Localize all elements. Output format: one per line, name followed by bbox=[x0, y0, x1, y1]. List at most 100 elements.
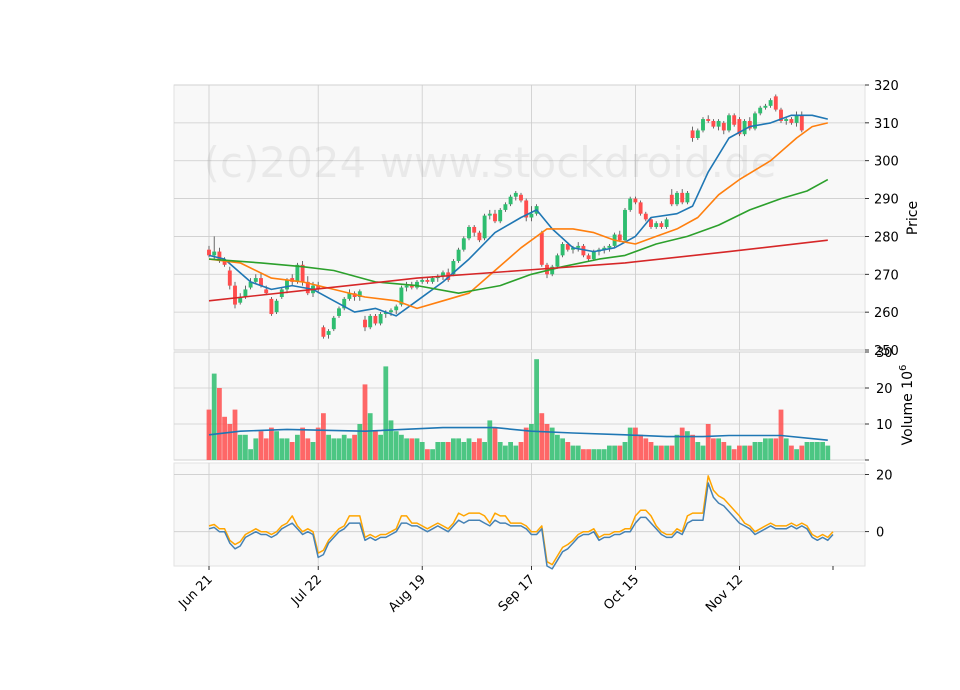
candle-body bbox=[420, 279, 425, 282]
price-tick-label: 310 bbox=[874, 117, 899, 132]
volume-bar bbox=[763, 438, 768, 460]
volume-bar bbox=[783, 438, 789, 460]
candle-body bbox=[342, 298, 347, 309]
candle-body bbox=[363, 319, 367, 328]
candle-body bbox=[243, 289, 248, 297]
candle-body bbox=[430, 278, 435, 282]
candle-body bbox=[451, 261, 456, 275]
candle-body bbox=[316, 285, 321, 290]
price-tick-label: 270 bbox=[874, 268, 899, 283]
candle-body bbox=[773, 96, 778, 110]
volume-bar bbox=[331, 438, 337, 460]
candle-body bbox=[716, 120, 721, 127]
volume-bar bbox=[518, 442, 524, 460]
volume-bar bbox=[435, 442, 441, 460]
candle-body bbox=[555, 255, 560, 267]
volume-bar bbox=[679, 427, 685, 460]
volume-bar bbox=[534, 359, 539, 460]
candle-body bbox=[326, 331, 331, 335]
volume-bar bbox=[596, 449, 602, 460]
volume-bar bbox=[622, 442, 628, 460]
volume-bar bbox=[430, 449, 435, 460]
volume-bar bbox=[737, 445, 742, 460]
volume-bar bbox=[586, 449, 591, 460]
candle-body bbox=[524, 200, 529, 218]
volume-bar bbox=[232, 409, 238, 460]
volume-bar bbox=[653, 445, 659, 460]
price-tick-label: 300 bbox=[874, 155, 899, 170]
volume-bar bbox=[555, 434, 560, 460]
candle-body bbox=[217, 251, 222, 262]
volume-ma-line bbox=[208, 426, 828, 441]
volume-bar bbox=[222, 416, 227, 460]
candle-body bbox=[300, 264, 305, 282]
candle-body bbox=[269, 298, 274, 315]
volume-bar bbox=[789, 445, 794, 460]
candle-body bbox=[628, 198, 633, 210]
volume-bar bbox=[674, 434, 680, 460]
candle-body bbox=[285, 279, 289, 290]
price-tick-label: 250 bbox=[874, 344, 899, 359]
volume-bar bbox=[456, 438, 461, 460]
candle-body bbox=[373, 315, 378, 324]
candle-body bbox=[571, 247, 575, 250]
candle-body bbox=[357, 291, 362, 297]
candle-body bbox=[565, 244, 570, 250]
volume-bar bbox=[289, 442, 295, 460]
candle-body bbox=[519, 194, 523, 201]
volume-bar bbox=[305, 438, 311, 460]
candle-body bbox=[623, 209, 627, 241]
volume-bar bbox=[336, 438, 342, 460]
candle-body bbox=[617, 234, 622, 241]
volume-bar bbox=[705, 424, 711, 460]
volume-bar bbox=[269, 427, 274, 460]
candle-body bbox=[758, 107, 763, 114]
candle-body bbox=[253, 278, 258, 282]
candle-body bbox=[680, 192, 685, 203]
volume-bar bbox=[799, 445, 805, 460]
volume-bar bbox=[539, 413, 545, 460]
volume-bar bbox=[643, 438, 649, 460]
price-axis-label: Price bbox=[905, 201, 921, 235]
candle-body bbox=[212, 251, 217, 256]
volume-bar bbox=[347, 438, 352, 460]
candle-body bbox=[274, 300, 279, 313]
volume-bar bbox=[820, 442, 825, 460]
candle-body bbox=[467, 226, 471, 239]
volume-bar bbox=[367, 413, 373, 460]
volume-bar bbox=[633, 427, 638, 460]
volume-bar bbox=[419, 442, 425, 460]
volume-bar bbox=[742, 445, 747, 460]
candle-body bbox=[602, 247, 607, 250]
volume-bar bbox=[612, 445, 617, 460]
volume-axis-label: Volume 106 bbox=[898, 365, 916, 446]
candle-body bbox=[690, 130, 695, 138]
volume-bar bbox=[726, 445, 732, 460]
price-tick-label: 320 bbox=[874, 79, 899, 94]
x-tick-label: Jul 22 bbox=[288, 572, 325, 609]
candle-body bbox=[508, 196, 513, 205]
candle-body bbox=[248, 281, 253, 288]
ma-long-line bbox=[208, 178, 829, 294]
candle-body bbox=[399, 287, 404, 305]
candle-body bbox=[222, 261, 227, 265]
x-tick-label: Nov 12 bbox=[703, 572, 746, 615]
volume-bar bbox=[747, 445, 753, 460]
candle-body bbox=[586, 255, 591, 260]
volume-bar bbox=[773, 438, 779, 460]
candle-body bbox=[638, 202, 643, 214]
volume-tick-label: 20 bbox=[876, 382, 893, 397]
volume-bar bbox=[560, 438, 565, 460]
volume-bar bbox=[575, 445, 581, 460]
volume-bar bbox=[300, 427, 305, 460]
volume-bar bbox=[513, 445, 519, 460]
candle-body bbox=[721, 122, 726, 131]
volume-bar bbox=[440, 442, 446, 460]
volume-bar bbox=[492, 427, 498, 460]
volume-bar bbox=[258, 431, 264, 460]
candle-body bbox=[779, 109, 783, 121]
volume-bar bbox=[263, 438, 269, 460]
volume-bar bbox=[731, 449, 737, 460]
volume-bar bbox=[253, 438, 259, 460]
volume-bar bbox=[752, 442, 758, 460]
